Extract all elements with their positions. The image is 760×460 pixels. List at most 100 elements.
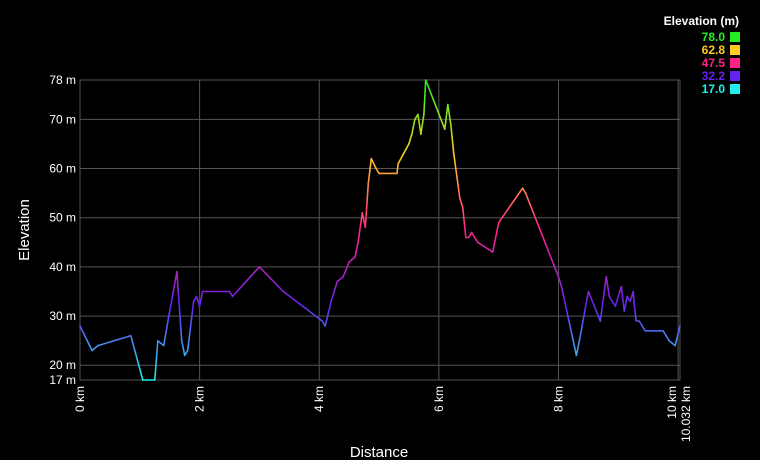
data-point xyxy=(142,379,144,381)
data-point xyxy=(444,128,446,130)
elevation-series-line xyxy=(79,79,681,381)
data-point xyxy=(228,290,231,293)
data-point xyxy=(282,290,285,293)
data-point xyxy=(130,334,132,337)
data-point xyxy=(397,162,400,165)
y-tick-label: 78 m xyxy=(49,73,76,87)
data-point xyxy=(644,330,646,332)
data-point xyxy=(411,133,413,135)
data-point xyxy=(632,290,634,293)
data-point xyxy=(157,339,159,342)
data-point xyxy=(364,226,367,229)
data-point xyxy=(324,325,327,327)
data-point xyxy=(378,172,380,175)
data-point xyxy=(357,241,359,244)
data-point xyxy=(361,212,364,214)
data-point xyxy=(424,79,427,81)
data-point xyxy=(450,123,452,126)
data-point xyxy=(186,349,189,352)
data-point xyxy=(620,285,623,288)
data-point xyxy=(635,320,637,322)
data-point xyxy=(79,325,81,327)
y-tick-label: 40 m xyxy=(49,260,76,274)
data-point xyxy=(192,300,195,303)
x-tick-label: 2 km xyxy=(193,386,207,412)
data-point xyxy=(154,379,156,381)
data-point xyxy=(647,330,649,332)
legend-swatch xyxy=(730,84,740,94)
y-axis-title: Elevation xyxy=(16,199,33,261)
data-point xyxy=(348,261,350,263)
data-point xyxy=(659,330,661,332)
legend-label: 32.2 xyxy=(702,69,726,83)
data-point xyxy=(168,310,171,312)
data-point xyxy=(423,113,425,116)
data-point xyxy=(97,344,99,347)
x-tick-label: 6 km xyxy=(432,386,446,412)
data-point xyxy=(470,231,473,234)
data-point xyxy=(396,172,398,175)
legend-label: 78.0 xyxy=(702,30,726,44)
legend-label: 62.8 xyxy=(702,43,726,57)
y-tick-label: 20 m xyxy=(49,358,76,372)
y-tick-label: 70 m xyxy=(49,112,76,126)
legend-swatch xyxy=(730,32,740,42)
x-tick-label: 0 km xyxy=(73,386,87,412)
data-point xyxy=(198,305,201,308)
data-point xyxy=(330,300,333,303)
legend-swatch xyxy=(730,45,740,55)
data-point xyxy=(497,221,500,224)
data-point xyxy=(465,236,467,239)
data-point xyxy=(375,167,377,170)
data-point xyxy=(408,143,410,145)
data-point xyxy=(414,118,416,121)
y-tick-label: 50 m xyxy=(49,211,76,225)
data-point xyxy=(258,266,261,268)
data-point xyxy=(521,187,524,189)
plot-area xyxy=(79,79,681,381)
data-point xyxy=(578,339,581,342)
y-tick-label: 17 m xyxy=(49,373,76,387)
data-point xyxy=(459,197,461,199)
legend-title: Elevation (m) xyxy=(664,14,739,28)
data-point xyxy=(453,153,455,155)
data-point xyxy=(176,271,178,273)
data-point xyxy=(679,325,681,327)
data-point xyxy=(231,295,234,298)
data-point xyxy=(617,295,620,298)
legend-label: 17.0 xyxy=(702,82,726,96)
y-tick-label: 30 m xyxy=(49,309,76,323)
data-point xyxy=(608,295,611,298)
data-point xyxy=(162,344,165,347)
data-point xyxy=(557,275,560,278)
legend: Elevation (m) 78.062.847.532.217.0 xyxy=(664,14,740,96)
x-axis-title: Distance xyxy=(350,444,408,460)
data-point xyxy=(560,285,563,288)
data-point xyxy=(626,295,628,298)
legend-swatch xyxy=(730,58,740,68)
legend-label: 47.5 xyxy=(702,56,726,70)
tick-labels: 17 m20 m 30 m 40 m 50 m 60 m 70 m 78 m 0 km 2 km… xyxy=(49,73,693,442)
x-tick-label: 10 km xyxy=(665,386,679,419)
data-point xyxy=(91,349,93,352)
data-point xyxy=(370,157,373,160)
series-layer xyxy=(79,79,681,381)
data-point xyxy=(367,182,370,185)
data-point xyxy=(336,280,339,283)
y-tick-label: 60 m xyxy=(49,162,76,176)
data-point xyxy=(183,354,186,357)
data-point xyxy=(447,103,449,106)
x-tick-label: 8 km xyxy=(551,386,565,412)
data-point xyxy=(462,207,464,209)
data-point xyxy=(420,133,422,135)
data-point xyxy=(201,290,204,293)
data-point xyxy=(662,330,664,332)
x-tick-label: 4 km xyxy=(312,386,326,412)
data-point xyxy=(195,295,198,298)
data-point xyxy=(524,192,527,194)
data-point xyxy=(623,310,626,312)
data-point xyxy=(473,236,476,239)
data-point xyxy=(629,300,631,303)
